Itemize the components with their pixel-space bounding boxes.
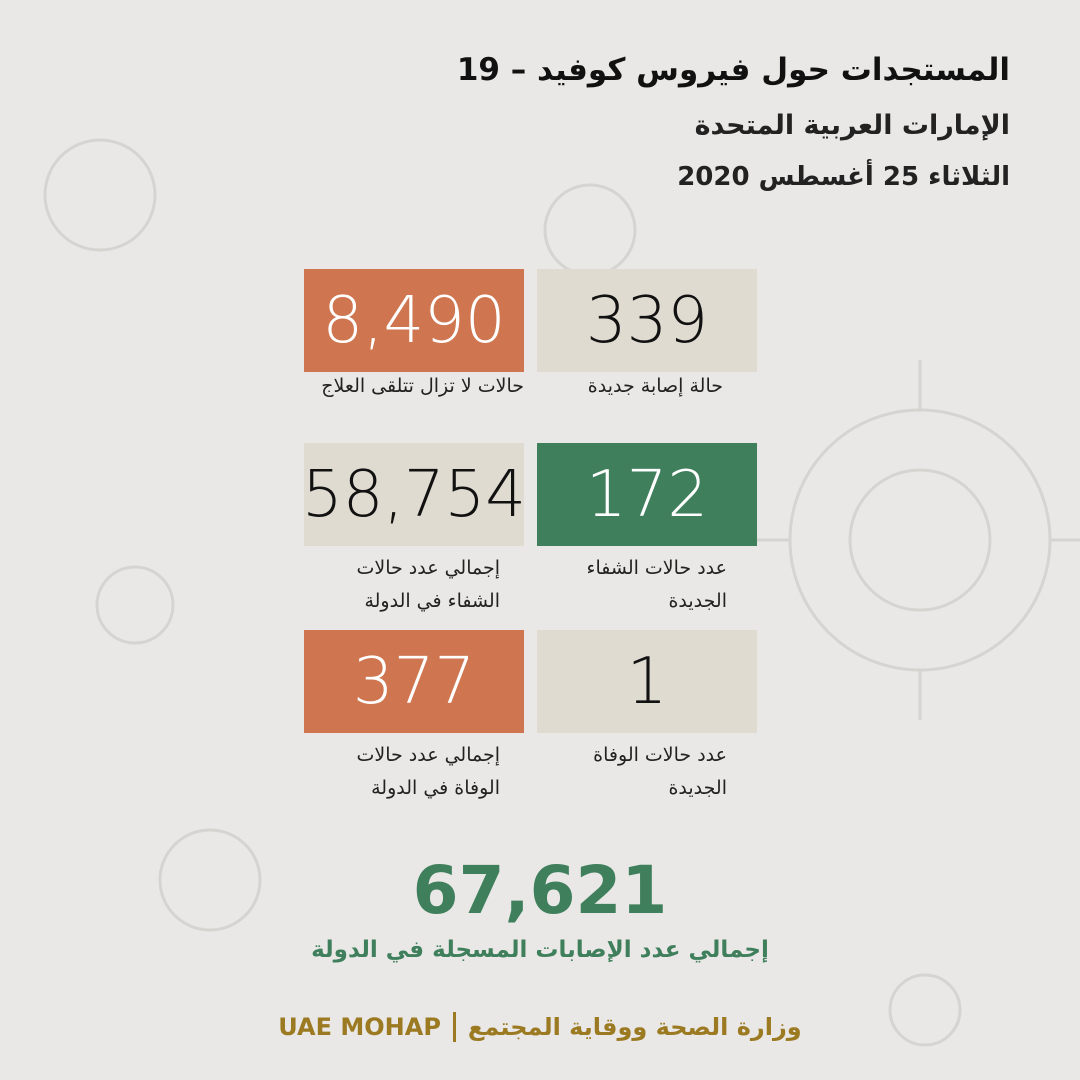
- stat-card: 339: [537, 269, 757, 372]
- stat-card: 377: [304, 630, 524, 733]
- stat-label: عدد حالات الشفاء الجديدة: [467, 552, 727, 618]
- stat-label: حالة إصابة جديدة: [463, 370, 723, 403]
- stat-card: 1: [537, 630, 757, 733]
- label-line: حالة إصابة جديدة: [587, 375, 723, 397]
- stat-label: حالات لا تزال تتلقى العلاج: [264, 370, 524, 403]
- subtitle: الإمارات العربية المتحدة: [694, 110, 1010, 141]
- label-line: الجديدة: [668, 777, 727, 799]
- org-ar: وزارة الصحة ووقاية المجتمع: [467, 1013, 802, 1041]
- title: المستجدات حول فيروس كوفيد – 19: [456, 52, 1010, 88]
- label-line: الوفاة في الدولة: [371, 777, 500, 799]
- stat-label: إجمالي عدد حالات الوفاة في الدولة: [240, 739, 500, 805]
- label-line: إجمالي عدد حالات: [356, 744, 500, 766]
- total-value: 67,621: [412, 852, 668, 929]
- date: الثلاثاء 25 أغسطس 2020: [677, 162, 1010, 192]
- label-line: إجمالي عدد حالات: [356, 557, 500, 579]
- stat-card: 8,490: [304, 269, 524, 372]
- label-line: الجديدة: [668, 590, 727, 612]
- label-line: الشفاء في الدولة: [364, 590, 500, 612]
- label-line: عدد حالات الشفاء: [586, 557, 727, 579]
- stat-label: عدد حالات الوفاة الجديدة: [467, 739, 727, 805]
- label-line: عدد حالات الوفاة: [593, 744, 727, 766]
- total-label: إجمالي عدد الإصابات المسجلة في الدولة: [311, 937, 769, 963]
- footer: UAE MOHAP وزارة الصحة ووقاية المجتمع: [0, 1012, 1080, 1042]
- stat-card: 172: [537, 443, 757, 546]
- stat-label: إجمالي عدد حالات الشفاء في الدولة: [240, 552, 500, 618]
- org-en: UAE MOHAP: [278, 1013, 441, 1041]
- label-line: حالات لا تزال تتلقى العلاج: [321, 375, 524, 397]
- separator: [452, 1012, 456, 1042]
- stat-card: 58,754: [302, 443, 526, 546]
